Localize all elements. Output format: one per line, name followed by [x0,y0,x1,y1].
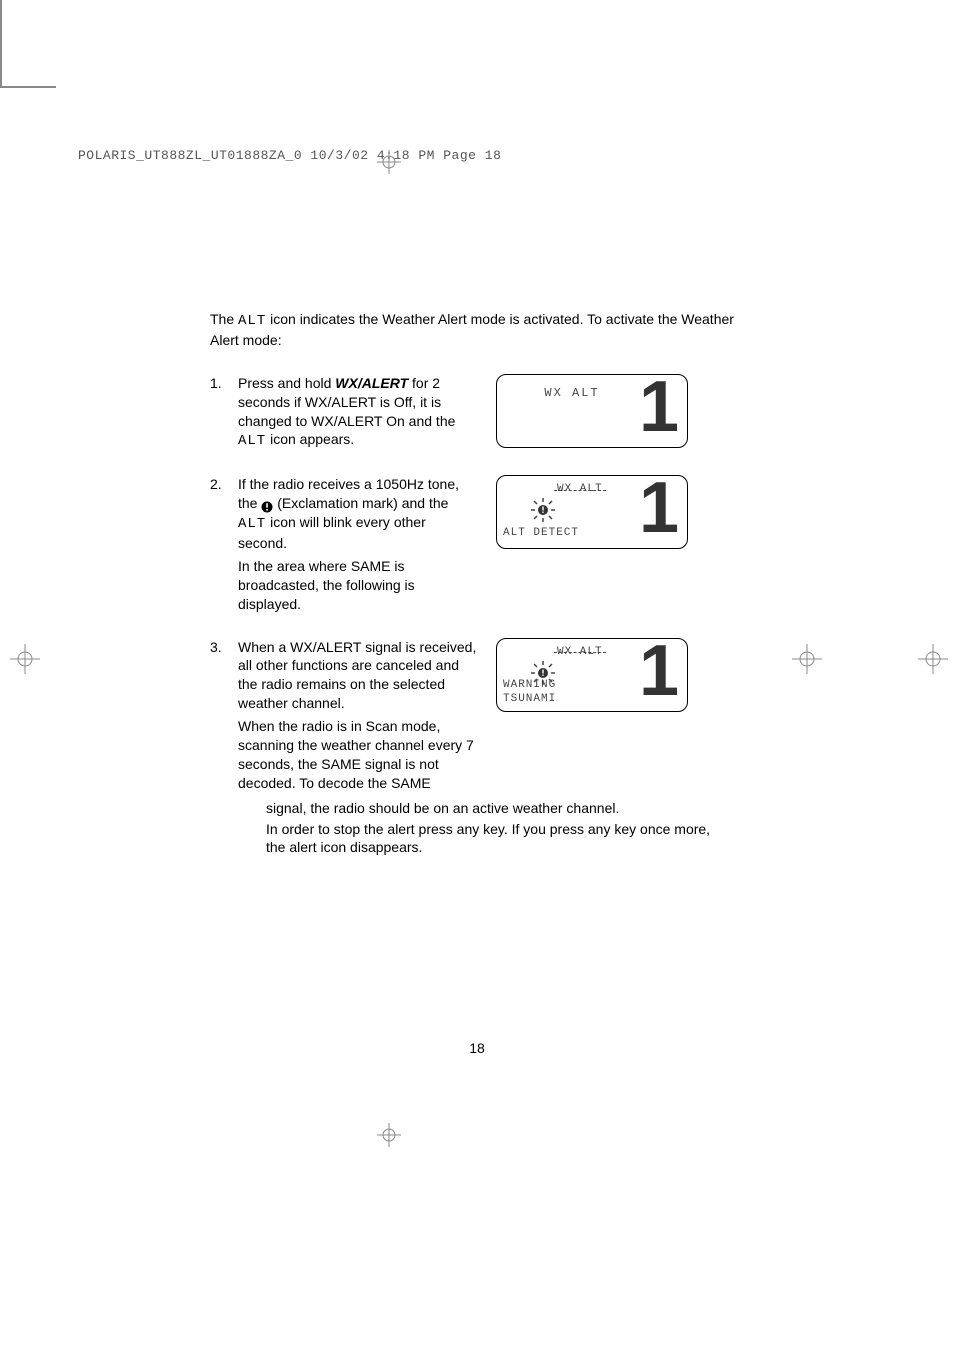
registration-mark-top [377,150,401,174]
lcd2-channel-number: 1 [639,472,679,544]
lcd1-channel-number: 1 [639,371,679,443]
step-3-cont2: In order to stop the alert press any key… [266,820,726,858]
intro-post: icon indicates the Weather Alert mode is… [210,311,734,348]
step-3-continuation: signal, the radio should be on an active… [266,799,726,858]
step-3-number: 3. [210,638,238,657]
step-2-row: 2. If the radio receives a 1050Hz tone, … [210,475,740,617]
lcd3-line2: TSUNAMI [503,692,556,707]
step-3-row: 3. When a WX/ALERT signal is received, a… [210,638,740,797]
step-2-body: If the radio receives a 1050Hz tone, the… [238,475,488,617]
intro-code: ALT [238,313,266,329]
exclamation-icon [261,499,273,511]
registration-mark-far-right [918,644,948,674]
step-1-body: Press and hold WX/ALERT for 2 seconds if… [238,374,488,456]
step-2-code: ALT [238,516,266,532]
lcd-display-2: WX ALT AL [496,475,688,549]
step-1-post: icon appears. [266,431,354,447]
registration-mark-right [792,644,822,674]
page-content: The ALT icon indicates the Weather Alert… [210,310,740,857]
step-2-extra: In the area where SAME is broadcasted, t… [238,557,478,614]
crop-tick-top-right [0,0,2,62]
lcd2-top-text: WX ALT [557,482,603,497]
step-2-mid: (Exclamation mark) and the [273,495,448,511]
crop-tick-bl-horz [0,86,56,88]
crop-tick-bl-vert [0,62,2,86]
lcd-display-1: WX ALT 1 [496,374,688,448]
step-1-pre: Press and hold [238,375,335,391]
step-2-number: 2. [210,475,238,494]
lcd1-top-text: WX ALT [497,385,647,401]
step-3-p2: When the radio is in Scan mode, scanning… [238,717,478,793]
lcd2-bottom-text: ALT DETECT [503,526,579,541]
step-1-row: 1. Press and hold WX/ALERT for 2 seconds… [210,374,740,456]
lcd3-line1: WARNING [503,678,556,693]
lcd3-top-text: WX ALT [557,645,603,660]
lcd-display-3: WX ALT WA [496,638,688,712]
lcd3-channel-number: 1 [639,635,679,707]
print-header: POLARIS_UT888ZL_UT01888ZA_0 10/3/02 4:18… [78,148,501,163]
lcd2-alert-icon [529,496,557,524]
intro-pre: The [210,311,238,327]
step-1-number: 1. [210,374,238,393]
intro-paragraph: The ALT icon indicates the Weather Alert… [210,310,740,350]
step-2-post: icon will blink every other second. [238,514,426,551]
registration-mark-left [10,644,40,674]
page-number: 18 [0,1040,954,1056]
registration-mark-bottom [377,1123,401,1147]
step-1-bold: WX/ALERT [335,375,408,391]
step-3-body: When a WX/ALERT signal is received, all … [238,638,488,797]
step-3-cont1: signal, the radio should be on an active… [266,799,726,818]
step-1-code: ALT [238,433,266,449]
step-3-p1: When a WX/ALERT signal is received, all … [238,638,478,714]
